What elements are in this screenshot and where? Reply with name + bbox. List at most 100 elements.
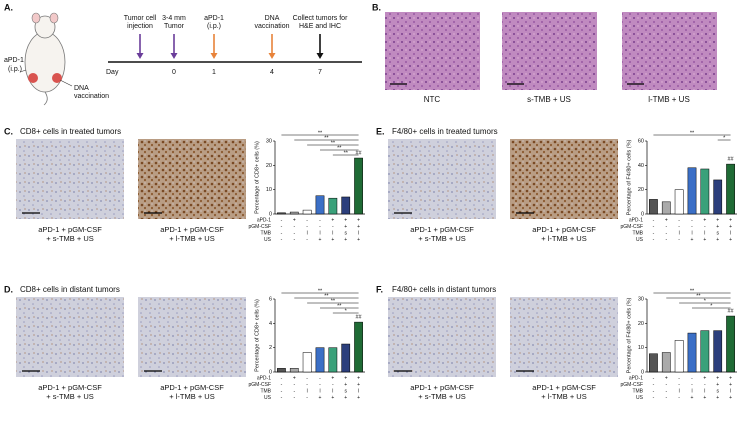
condition-cell: + <box>344 395 347 401</box>
condition-cell: l <box>704 230 705 236</box>
condition-cell: l <box>730 388 731 394</box>
y-tick-label: 2 <box>269 345 272 351</box>
condition-cell: + <box>331 217 334 223</box>
event-label: Tumor cell <box>124 15 157 22</box>
condition-cell: + <box>729 224 732 230</box>
bar <box>713 330 723 373</box>
condition-row-label: pGM-CSF <box>621 224 644 230</box>
bar <box>674 189 684 215</box>
bar <box>687 332 697 373</box>
bar <box>661 201 671 215</box>
event-label: DNA <box>265 15 280 22</box>
condition-cell: + <box>331 375 334 381</box>
panel-title: F4/80+ cells in distant tumors <box>392 285 496 294</box>
condition-cell: - <box>691 224 693 230</box>
event-arrowhead <box>170 53 178 59</box>
condition-cell: - <box>306 382 308 388</box>
condition-cell: - <box>678 375 680 381</box>
condition-row-label: pGM-CSF <box>249 382 272 388</box>
significance-label: ** <box>318 130 323 136</box>
condition-cell: + <box>357 395 360 401</box>
condition-cell: l <box>358 230 359 236</box>
day-tick: 7 <box>318 69 322 76</box>
image-caption: aPD-1 + pGM-CSF <box>38 225 102 234</box>
condition-cell: l <box>679 388 680 394</box>
y-tick-label: 0 <box>641 211 644 217</box>
bar <box>354 321 363 373</box>
condition-cell: + <box>344 382 347 388</box>
mouse-label: vaccination <box>74 93 109 100</box>
y-axis-label: Percentage of F4/80+ cells (%) <box>626 140 632 216</box>
condition-cell: - <box>281 230 283 236</box>
condition-cell: + <box>729 382 732 388</box>
image-caption: aPD-1 + pGM-CSF <box>410 383 474 392</box>
bar <box>315 347 325 373</box>
y-tick-label: 0 <box>269 211 272 217</box>
event-arrowhead <box>316 53 324 59</box>
he-image <box>502 12 597 90</box>
mouse-label: aPD-1 <box>4 57 24 64</box>
condition-row-label: TMB <box>632 388 643 394</box>
y-axis-label: Percentage of F4/80+ cells (%) <box>626 298 632 374</box>
significance-label: ## <box>728 308 735 314</box>
condition-cell: - <box>691 375 693 381</box>
condition-cell: + <box>357 237 360 243</box>
condition-cell: - <box>319 224 321 230</box>
condition-cell: - <box>281 382 283 388</box>
condition-cell: - <box>665 395 667 401</box>
y-tick-label: 20 <box>638 321 644 327</box>
condition-cell: s <box>716 388 719 394</box>
y-tick-label: 20 <box>638 187 644 193</box>
condition-cell: l <box>319 230 320 236</box>
significance-label: ** <box>344 150 349 156</box>
significance-label: ## <box>356 315 363 321</box>
condition-row-label: US <box>264 237 272 243</box>
image-caption: + l-TMB + US <box>541 234 586 243</box>
condition-cell: - <box>665 224 667 230</box>
bar <box>289 368 299 373</box>
condition-cell: - <box>281 388 283 394</box>
bar <box>674 340 684 373</box>
condition-cell: + <box>716 375 719 381</box>
bar <box>713 179 723 215</box>
condition-cell: - <box>691 217 693 223</box>
image-caption: + s-TMB + US <box>418 392 466 401</box>
event-arrowhead <box>136 53 144 59</box>
bar <box>661 352 671 373</box>
y-tick-label: 10 <box>638 345 644 351</box>
significance-label: ** <box>337 145 342 151</box>
bar <box>277 212 286 215</box>
condition-row-label: pGM-CSF <box>249 224 272 230</box>
condition-cell: - <box>281 375 283 381</box>
ihc-image <box>510 297 618 377</box>
condition-cell: - <box>293 382 295 388</box>
ihc-image <box>510 139 618 219</box>
bar <box>700 168 710 215</box>
ihc-image <box>388 139 496 219</box>
image-caption: aPD-1 + pGM-CSF <box>532 225 596 234</box>
condition-cell: - <box>678 217 680 223</box>
y-tick-label: 40 <box>638 163 644 169</box>
condition-cell: - <box>293 395 295 401</box>
condition-cell: + <box>344 237 347 243</box>
condition-cell: + <box>729 375 732 381</box>
panel-letter: F. <box>376 284 383 294</box>
condition-cell: + <box>293 375 296 381</box>
condition-cell: l <box>691 388 692 394</box>
significance-label: ** <box>696 293 701 299</box>
condition-cell: s <box>344 230 347 236</box>
condition-cell: - <box>653 388 655 394</box>
condition-cell: + <box>331 395 334 401</box>
image-caption: + s-TMB + US <box>418 234 466 243</box>
y-tick-label: 6 <box>269 296 272 302</box>
panel-letter: C. <box>4 126 13 136</box>
condition-cell: l <box>307 230 308 236</box>
significance-label: ** <box>318 288 323 294</box>
bar <box>726 315 735 373</box>
image-caption: aPD-1 + pGM-CSF <box>532 383 596 392</box>
condition-cell: + <box>357 217 360 223</box>
image-caption: + s-TMB + US <box>46 234 94 243</box>
condition-cell: s <box>716 230 719 236</box>
significance-label: ** <box>331 140 336 146</box>
image-caption: aPD-1 + pGM-CSF <box>160 383 224 392</box>
